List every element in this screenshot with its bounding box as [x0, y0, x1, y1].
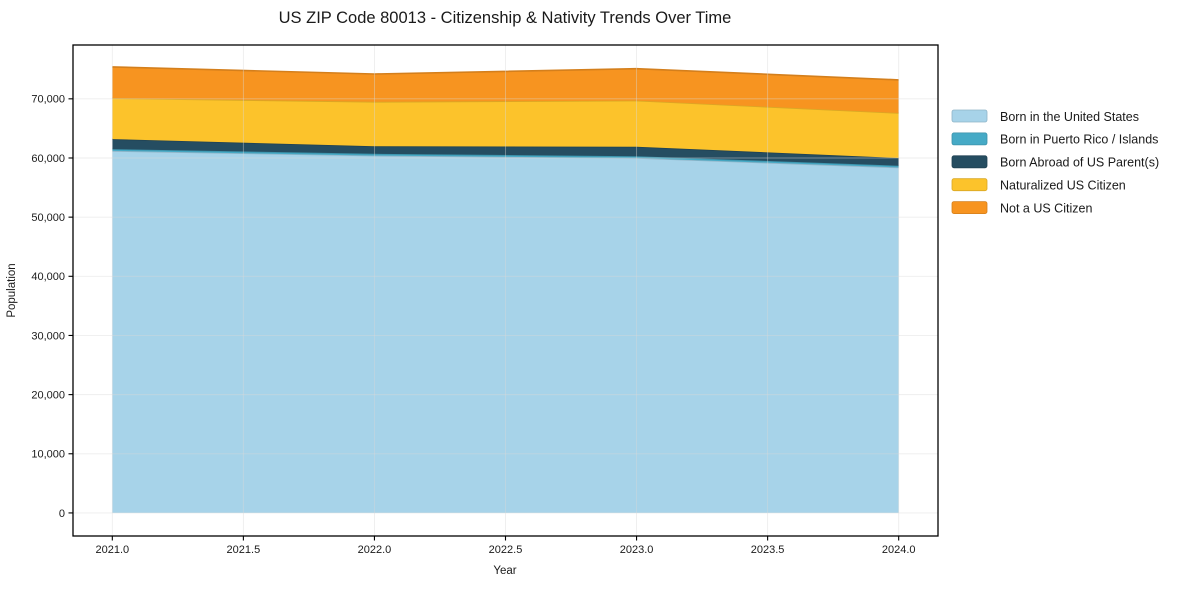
x-tick-label: 2021.0 [95, 544, 129, 556]
y-tick-label: 50,000 [31, 212, 65, 224]
tick-labels-layer: 2021.0 2021.5 2022.0 2022.5 2023.0 2023.5 2024… [31, 94, 915, 556]
legend-swatch-1 [951, 132, 988, 146]
legend-swatch-0 [951, 109, 988, 123]
y-axis-label: Population [6, 263, 18, 317]
x-tick-label: 2024.0 [882, 544, 916, 556]
legend-item-1: Born in Puerto Rico / Islands [951, 132, 1158, 147]
ticks-layer [68, 98, 900, 541]
area-3 [112, 98, 899, 158]
y-tick-label: 0 [59, 508, 65, 520]
area-2 [112, 139, 899, 166]
area-4 [112, 66, 899, 113]
y-tick-label: 60,000 [31, 153, 65, 165]
areas-layer [112, 66, 899, 513]
plot-frame [72, 44, 939, 537]
y-tick-label: 40,000 [31, 271, 65, 283]
y-tick-label: 70,000 [31, 94, 65, 106]
x-tick-label: 2021.5 [227, 544, 261, 556]
legend-swatch-4 [951, 201, 988, 215]
legend-item-3: Naturalized US Citizen [951, 178, 1126, 192]
legend-label-0: Born in the United States [1000, 110, 1139, 124]
legend-label-4: Not a US Citizen [1000, 201, 1092, 215]
x-tick-label: 2022.0 [358, 544, 392, 556]
legend-swatch-2 [951, 155, 988, 169]
grid-layer [73, 45, 938, 536]
x-tick-label: 2022.5 [489, 544, 523, 556]
legend-swatch-3 [951, 178, 988, 192]
x-tick-label: 2023.5 [751, 544, 785, 556]
legend: Born in the United States Born in Puerto … [951, 109, 1159, 215]
y-tick-label: 10,000 [31, 449, 65, 461]
y-tick-label: 20,000 [31, 389, 65, 401]
legend-label-3: Naturalized US Citizen [1000, 178, 1126, 192]
area-0 [112, 150, 899, 513]
y-tick-label: 30,000 [31, 330, 65, 342]
chart-title: US ZIP Code 80013 - Citizenship & Nativi… [279, 9, 732, 27]
legend-item-2: Born Abroad of US Parent(s) [951, 155, 1159, 170]
x-tick-label: 2023.0 [620, 544, 654, 556]
legend-item-0: Born in the United States [951, 109, 1139, 124]
x-axis-label: Year [493, 565, 516, 577]
legend-label-2: Born Abroad of US Parent(s) [1000, 156, 1159, 170]
legend-item-4: Not a US Citizen [951, 201, 1092, 215]
legend-label-1: Born in Puerto Rico / Islands [1000, 133, 1158, 147]
area-edge-4 [112, 66, 899, 81]
area-1 [112, 149, 899, 168]
